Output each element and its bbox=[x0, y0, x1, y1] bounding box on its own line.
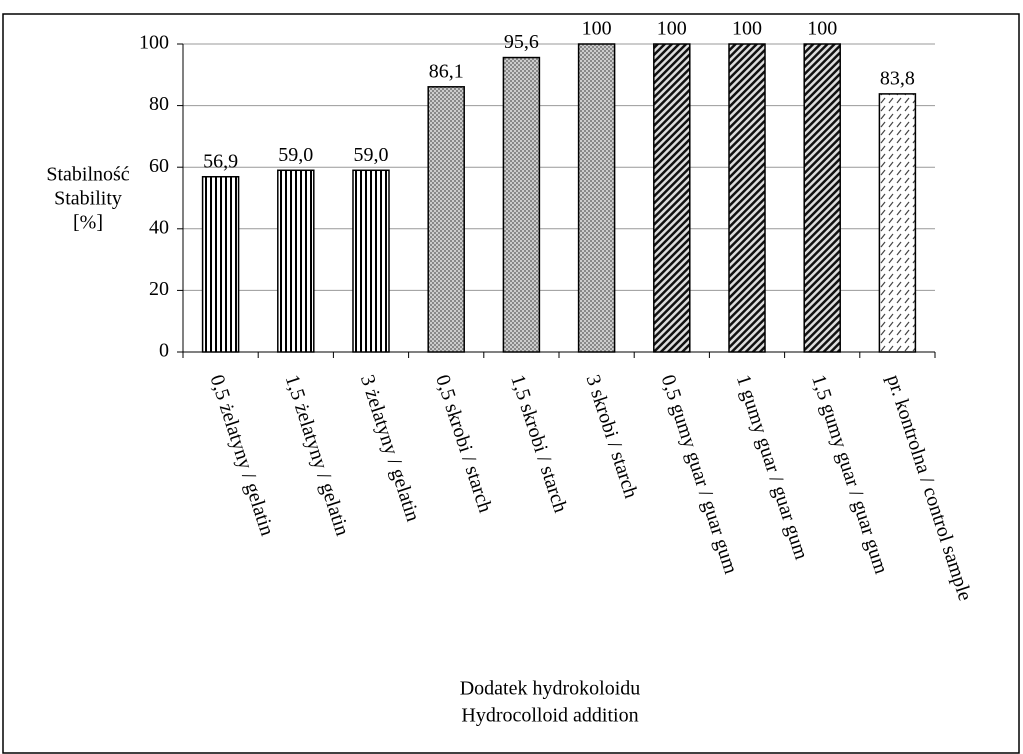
value-label: 59,0 bbox=[354, 144, 389, 166]
value-label: 100 bbox=[732, 18, 762, 40]
value-label: 56,9 bbox=[203, 150, 238, 172]
bar bbox=[201, 175, 240, 353]
bar bbox=[803, 43, 841, 353]
value-label: 83,8 bbox=[880, 67, 915, 89]
bar bbox=[653, 43, 691, 353]
bar bbox=[577, 43, 616, 353]
value-label: 100 bbox=[807, 18, 837, 40]
bar bbox=[728, 43, 766, 353]
y-tick-label: 60 bbox=[149, 155, 169, 177]
x-tick-label: 1,5 skrobi / starch bbox=[506, 372, 571, 515]
bar bbox=[277, 169, 315, 353]
x-axis-label: Dodatek hydrokoloidu bbox=[460, 678, 641, 700]
bar bbox=[427, 86, 465, 353]
value-label: 86,1 bbox=[429, 60, 464, 82]
frame bbox=[2, 13, 1020, 754]
x-tick-label: 0,5 gumy guar / guar gum bbox=[657, 372, 742, 577]
x-axis-label: Hydrocolloid addition bbox=[461, 705, 638, 727]
bar bbox=[352, 169, 390, 353]
value-label: 95,6 bbox=[504, 31, 539, 53]
x-tick-label: pr. kontrolna / control sample bbox=[882, 372, 976, 603]
y-tick-label: 80 bbox=[149, 93, 169, 115]
bar bbox=[502, 56, 541, 353]
x-tick-label: 1,5 gumy guar / guar gum bbox=[807, 372, 892, 577]
x-tick-label: 3 żelatyny / gelatin bbox=[356, 372, 424, 524]
y-tick-label: 0 bbox=[159, 340, 169, 362]
value-label: 100 bbox=[657, 18, 687, 40]
x-tick-label: 0,5 skrobi / starch bbox=[431, 372, 496, 515]
x-tick-label: 3 skrobi / starch bbox=[581, 372, 642, 501]
y-axis-label: Stability bbox=[54, 188, 122, 210]
x-tick-label: 1,5 żelatyny / gelatin bbox=[281, 372, 354, 538]
value-label: 100 bbox=[582, 18, 612, 40]
value-label: 59,0 bbox=[278, 144, 313, 166]
x-tick-label: 1 gumy guar / guar gum bbox=[732, 372, 813, 563]
bar bbox=[878, 93, 917, 353]
y-axis-label: [%] bbox=[73, 212, 103, 234]
y-tick-label: 100 bbox=[139, 32, 169, 54]
y-tick-label: 40 bbox=[149, 216, 169, 238]
y-tick-label: 20 bbox=[149, 278, 169, 300]
x-tick-label: 0,5 żelatyny / gelatin bbox=[205, 372, 278, 538]
y-axis-label: Stabilność bbox=[46, 164, 129, 186]
